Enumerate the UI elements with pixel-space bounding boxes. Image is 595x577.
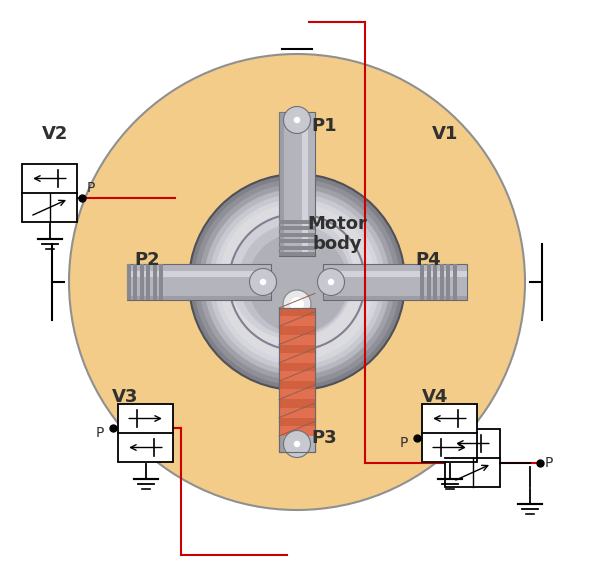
Bar [127, 264, 271, 300]
Circle shape [318, 268, 345, 295]
Bar [279, 353, 315, 363]
Bar [433, 264, 437, 300]
Text: P3: P3 [311, 429, 337, 447]
Circle shape [290, 297, 304, 311]
Circle shape [219, 204, 375, 360]
Bar [279, 344, 315, 353]
Bar [279, 308, 315, 316]
Bar [279, 246, 315, 249]
Circle shape [294, 117, 300, 123]
Circle shape [199, 184, 395, 380]
Bar [133, 264, 137, 300]
Bar [420, 264, 424, 300]
Bar [279, 308, 315, 452]
Text: V1: V1 [432, 125, 458, 143]
Bar [279, 308, 283, 452]
Bar [279, 308, 315, 452]
Text: P1: P1 [311, 117, 337, 135]
Circle shape [328, 279, 334, 285]
Bar [279, 389, 315, 399]
Text: P2: P2 [134, 251, 159, 269]
Bar [127, 295, 271, 300]
Bar [323, 295, 467, 300]
Text: P: P [96, 426, 104, 440]
Circle shape [221, 206, 357, 342]
Bar [279, 399, 315, 408]
Bar [453, 264, 456, 300]
Text: P: P [545, 456, 553, 470]
Bar [323, 264, 467, 300]
Bar [118, 404, 173, 462]
Bar [279, 381, 315, 389]
Bar [279, 239, 315, 243]
Bar [279, 335, 315, 344]
Bar [279, 371, 315, 381]
Bar [279, 112, 283, 256]
Bar [140, 264, 144, 300]
Text: P: P [87, 181, 95, 194]
Circle shape [204, 189, 390, 375]
Circle shape [249, 268, 277, 295]
Circle shape [239, 224, 351, 336]
Bar [323, 271, 467, 276]
Bar [279, 426, 315, 436]
Circle shape [69, 54, 525, 510]
Circle shape [283, 430, 311, 458]
Bar [22, 164, 77, 222]
Circle shape [209, 194, 385, 370]
Bar [302, 308, 308, 452]
Bar [127, 264, 131, 300]
Circle shape [189, 174, 405, 390]
Bar [445, 429, 500, 487]
Bar [127, 271, 271, 276]
Circle shape [283, 290, 311, 318]
Bar [279, 363, 315, 371]
Text: Motor
body: Motor body [307, 215, 367, 253]
Circle shape [248, 233, 348, 333]
Circle shape [194, 179, 400, 385]
Bar [302, 112, 308, 256]
Text: V4: V4 [422, 388, 449, 406]
Bar [279, 112, 315, 256]
Bar [440, 264, 444, 300]
Bar [279, 316, 315, 326]
Bar [422, 404, 477, 462]
Circle shape [283, 107, 311, 133]
Bar [159, 264, 164, 300]
Text: P4: P4 [415, 251, 441, 269]
Bar [279, 220, 315, 224]
Bar [279, 226, 315, 230]
Bar [427, 264, 431, 300]
Circle shape [260, 279, 266, 285]
Bar [153, 264, 157, 300]
Bar [279, 233, 315, 237]
Bar [446, 264, 450, 300]
Circle shape [230, 215, 354, 339]
Text: P: P [400, 436, 408, 449]
Bar [279, 418, 315, 426]
Circle shape [214, 199, 380, 365]
Text: V3: V3 [112, 388, 139, 406]
Text: V2: V2 [42, 125, 68, 143]
Bar [279, 326, 315, 335]
Bar [279, 252, 315, 256]
Bar [279, 408, 315, 418]
Bar [146, 264, 151, 300]
Circle shape [294, 441, 300, 447]
